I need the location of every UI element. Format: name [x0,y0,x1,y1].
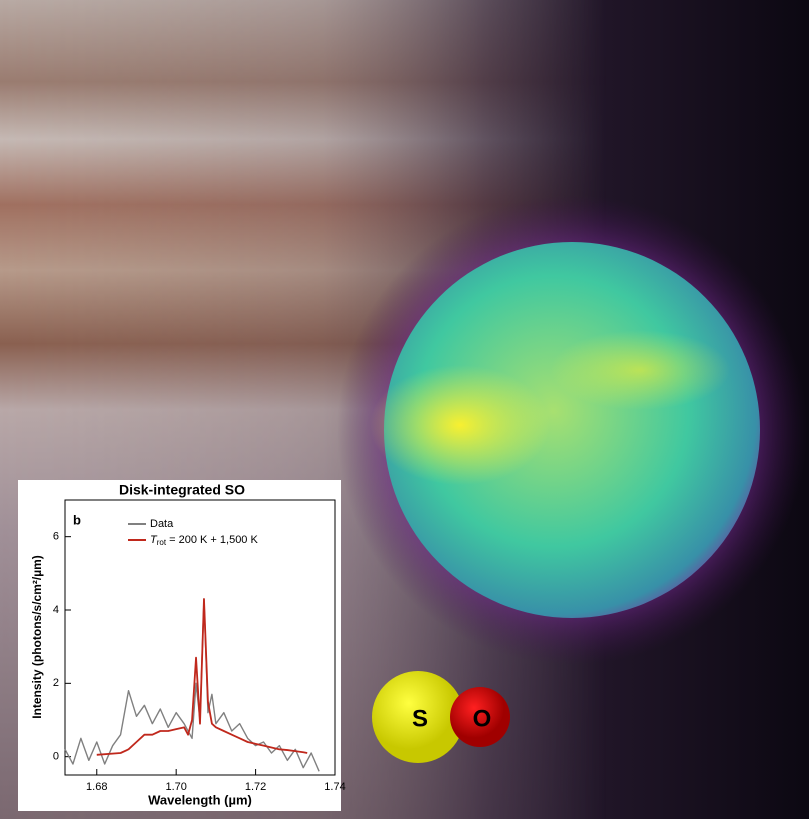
x-tick-label: 1.70 [165,781,186,793]
atom-label: O [473,705,492,732]
chart-title: Disk-integrated SO [119,482,245,498]
x-tick-label: 1.72 [245,781,266,793]
atom-label: S [412,705,428,732]
y-axis-label: Intensity (photons/s/cm²/µm) [30,555,44,719]
x-tick-label: 1.74 [324,781,345,793]
x-tick-label: 1.68 [86,781,107,793]
y-tick-label: 0 [53,751,59,763]
inset [18,480,341,811]
legend-label: Trot = 200 K + 1,500 K [150,534,258,547]
legend-label: Data [150,518,174,530]
io-hotspot [370,365,550,485]
y-tick-label: 4 [53,604,59,616]
y-tick-label: 2 [53,677,59,689]
io-hotspot [550,330,730,410]
panel-label: b [73,512,81,527]
y-tick-label: 6 [53,531,59,543]
scene: S O Disk-integrated SO b Wavelength (µm)… [0,0,809,819]
x-axis-label: Wavelength (µm) [148,792,252,807]
